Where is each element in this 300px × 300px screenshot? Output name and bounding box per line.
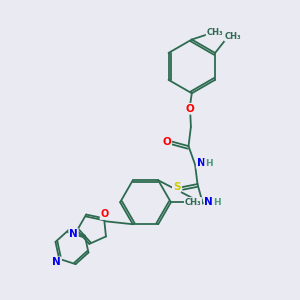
Text: H: H — [205, 159, 213, 168]
Text: O: O — [100, 209, 109, 219]
Text: CH₃: CH₃ — [206, 28, 223, 37]
Text: N: N — [69, 229, 78, 239]
Text: CH₃: CH₃ — [185, 198, 201, 207]
Text: N: N — [205, 197, 213, 207]
Text: N: N — [52, 257, 61, 267]
Text: O: O — [186, 104, 195, 114]
Text: S: S — [173, 182, 180, 192]
Text: H: H — [213, 198, 220, 207]
Text: N: N — [197, 158, 206, 168]
Text: CH₃: CH₃ — [225, 32, 241, 41]
Text: O: O — [162, 136, 171, 147]
